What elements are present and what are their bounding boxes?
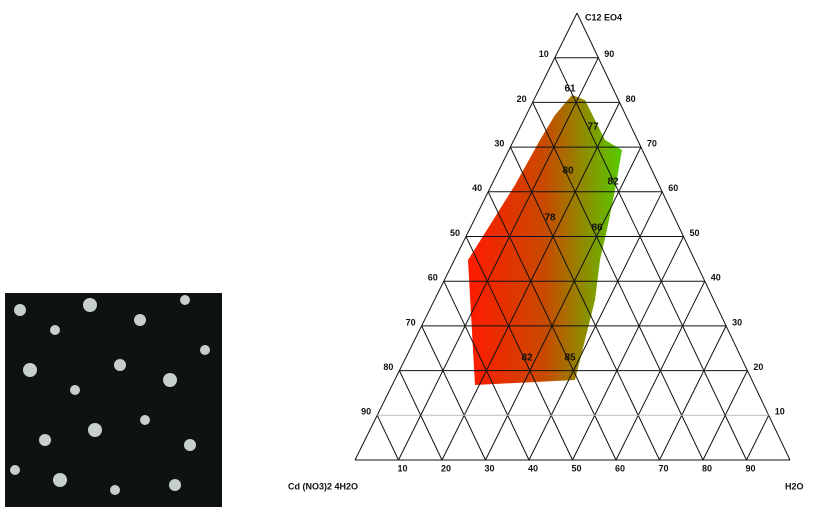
right-tick-label: 50: [690, 228, 700, 238]
page: C12 EO4 Cd (NO3)2 4H2O H2O 10 20 30 40 50 60 7…: [0, 0, 814, 512]
right-tick-label: 70: [647, 138, 657, 148]
right-tick-label: 90: [604, 49, 614, 59]
left-tick-label: 50: [450, 228, 460, 238]
axis-top-label: C12 EO4: [585, 12, 622, 22]
point-label: 80: [562, 166, 574, 177]
point-label: 78: [544, 213, 556, 224]
grid-line: [660, 326, 727, 460]
left-tick-label: 10: [539, 49, 549, 59]
right-tick-label: 80: [626, 94, 636, 104]
figure: C12 EO4 Cd (NO3)2 4H2O H2O 10 20 30 40 50 60 7…: [0, 0, 814, 507]
bottom-tick-label: 70: [658, 463, 668, 473]
bottom-tick-label: 20: [441, 463, 451, 473]
micrograph: [5, 293, 222, 507]
right-tick-label: 60: [668, 183, 678, 193]
point-label: 85: [564, 353, 576, 364]
left-tick-label: 30: [494, 138, 504, 148]
bottom-tick-label: 90: [745, 463, 755, 473]
right-tick-label: 10: [775, 407, 785, 417]
left-tick-label: 60: [428, 273, 438, 283]
axis-right-label: H2O: [785, 481, 804, 491]
bottom-tick-label: 60: [615, 463, 625, 473]
point-label: 82: [607, 177, 619, 188]
left-tick-label: 20: [517, 94, 527, 104]
axis-left-label: Cd (NO3)2 4H2O: [288, 481, 358, 491]
bottom-tick-label: 50: [571, 463, 581, 473]
grid-line: [747, 415, 769, 460]
ternary-grid: [355, 13, 790, 460]
point-label: 61: [564, 84, 576, 95]
right-tick-label: 40: [711, 273, 721, 283]
phase-region: [468, 95, 622, 385]
left-tick-label: 70: [406, 317, 416, 327]
bottom-tick-label: 10: [397, 463, 407, 473]
bottom-tick-label: 40: [528, 463, 538, 473]
bottom-tick-label: 80: [702, 463, 712, 473]
point-label: 77: [587, 122, 599, 133]
grid-line: [377, 415, 398, 460]
right-tick-label: 30: [732, 317, 742, 327]
point-label: 82: [521, 353, 533, 364]
left-tick-label: 80: [383, 362, 393, 372]
right-tick-label: 20: [753, 362, 763, 372]
point-label: 86: [591, 223, 603, 234]
bottom-tick-label: 30: [484, 463, 494, 473]
left-tick-label: 90: [361, 407, 371, 417]
left-tick-label: 40: [472, 183, 482, 193]
